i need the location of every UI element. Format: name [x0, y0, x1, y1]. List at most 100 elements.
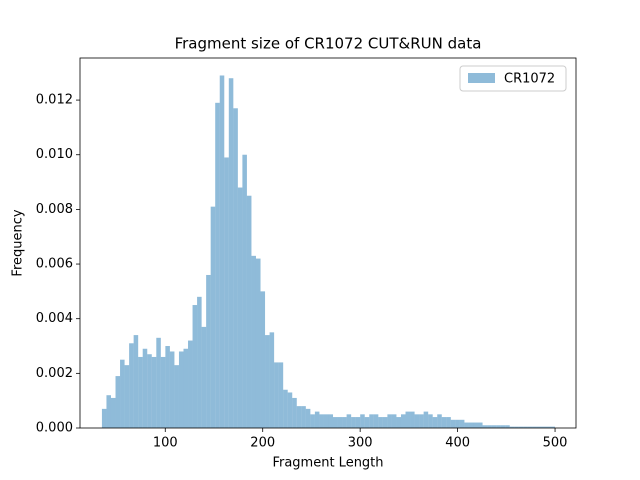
- histogram-bar: [251, 255, 256, 428]
- histogram-bar: [387, 414, 392, 428]
- x-tick-label: 300: [348, 436, 373, 451]
- histogram-bar: [129, 343, 134, 428]
- histogram-bar: [120, 359, 125, 428]
- histogram-bar: [441, 417, 447, 428]
- histogram-bar: [206, 274, 211, 428]
- y-tick-label: 0.006: [36, 257, 73, 272]
- histogram-bar: [509, 426, 515, 428]
- histogram-bar: [487, 425, 492, 428]
- histogram-bar: [178, 351, 184, 428]
- y-tick-label: 0.002: [36, 366, 73, 381]
- y-tick-label: 0.012: [36, 93, 73, 108]
- histogram-bar: [115, 376, 121, 428]
- legend-swatch: [468, 73, 495, 83]
- histogram-bar: [215, 102, 220, 428]
- histogram-bar: [400, 414, 406, 428]
- histogram-bar: [101, 408, 107, 428]
- histogram-bar: [382, 417, 388, 428]
- histogram-bar: [337, 417, 343, 428]
- histogram-bar: [328, 414, 334, 428]
- histogram-bar: [147, 354, 152, 428]
- histogram-bar: [428, 414, 433, 428]
- histogram-bar: [482, 425, 488, 428]
- histogram-bar: [292, 397, 297, 428]
- legend-box: [459, 65, 567, 92]
- axes-frame: [79, 57, 577, 429]
- y-axis-label: Frequency: [11, 209, 26, 276]
- histogram-bar: [296, 406, 302, 428]
- histogram-bar: [106, 395, 111, 428]
- histogram-bar: [323, 414, 329, 428]
- y-tick-label: 0.010: [36, 147, 73, 162]
- histogram-bar: [151, 356, 157, 428]
- histogram-bar: [432, 417, 438, 428]
- histogram-bar: [536, 426, 542, 428]
- histogram-bar: [133, 335, 139, 428]
- histogram-bar: [514, 426, 519, 428]
- histogram-bar: [142, 348, 148, 428]
- histogram-bar: [446, 417, 451, 428]
- histogram-bar: [301, 406, 306, 428]
- legend: CR1072: [459, 65, 567, 92]
- histogram-bar: [342, 417, 347, 428]
- histogram-bar: [527, 426, 533, 428]
- histogram-bar: [351, 417, 356, 428]
- histogram-bar: [278, 362, 284, 428]
- histogram-bar: [455, 419, 460, 428]
- histogram-bar: [188, 340, 193, 428]
- histogram-bar: [160, 356, 166, 428]
- histogram-bar: [197, 296, 202, 428]
- histogram-bar: [138, 356, 143, 428]
- histogram-bar: [319, 414, 324, 428]
- histogram-bar: [423, 411, 429, 428]
- histogram-bar: [233, 108, 238, 429]
- histogram-bar: [369, 414, 374, 428]
- histogram-bar: [459, 419, 465, 428]
- histogram-bar: [468, 422, 474, 428]
- histogram-bar: [246, 195, 252, 428]
- histogram-bar: [378, 417, 383, 428]
- x-tick-label: 400: [445, 436, 470, 451]
- histogram-bar: [550, 426, 556, 428]
- histogram-bar: [274, 362, 279, 428]
- histogram-bar: [523, 426, 528, 428]
- histogram-bar: [237, 187, 243, 428]
- histogram-bar: [283, 389, 288, 428]
- histogram-bar: [373, 414, 379, 428]
- histogram-bar: [391, 414, 397, 428]
- histogram-bar: [124, 365, 130, 428]
- histogram-bar: [464, 422, 469, 428]
- histogram-bar: [396, 417, 401, 428]
- histogram-bar: [287, 392, 293, 428]
- histogram-bar: [110, 397, 116, 428]
- histogram-bar: [405, 411, 411, 428]
- histogram-bar: [269, 332, 275, 428]
- histogram-bar: [364, 417, 370, 428]
- histogram-bar: [210, 206, 216, 428]
- legend-label: CR1072: [504, 72, 555, 87]
- histogram-bar: [219, 75, 225, 428]
- histogram-bar: [500, 425, 506, 428]
- histogram-bar: [478, 422, 483, 428]
- histogram-bar: [410, 411, 415, 428]
- y-tick-label: 0.000: [36, 421, 73, 436]
- histogram-bar: [165, 346, 170, 428]
- histogram-bar: [310, 414, 315, 428]
- histogram-bar: [174, 365, 179, 428]
- histogram-bar: [437, 414, 442, 428]
- histogram-bar: [265, 335, 270, 428]
- histogram-bar: [473, 422, 479, 428]
- histogram-bar: [355, 417, 361, 428]
- histogram-bar: [201, 326, 207, 428]
- histogram-bar: [414, 414, 420, 428]
- histogram-bar: [419, 414, 424, 428]
- x-tick-label: 100: [153, 436, 178, 451]
- histogram-bar: [314, 411, 320, 428]
- histogram-bar: [192, 305, 198, 428]
- histogram-bar: [255, 258, 261, 428]
- y-tick-label: 0.008: [36, 202, 73, 217]
- histogram-bar: [333, 417, 338, 428]
- chart-title: Fragment size of CR1072 CUT&RUN data: [175, 35, 482, 53]
- histogram-bar: [360, 414, 365, 428]
